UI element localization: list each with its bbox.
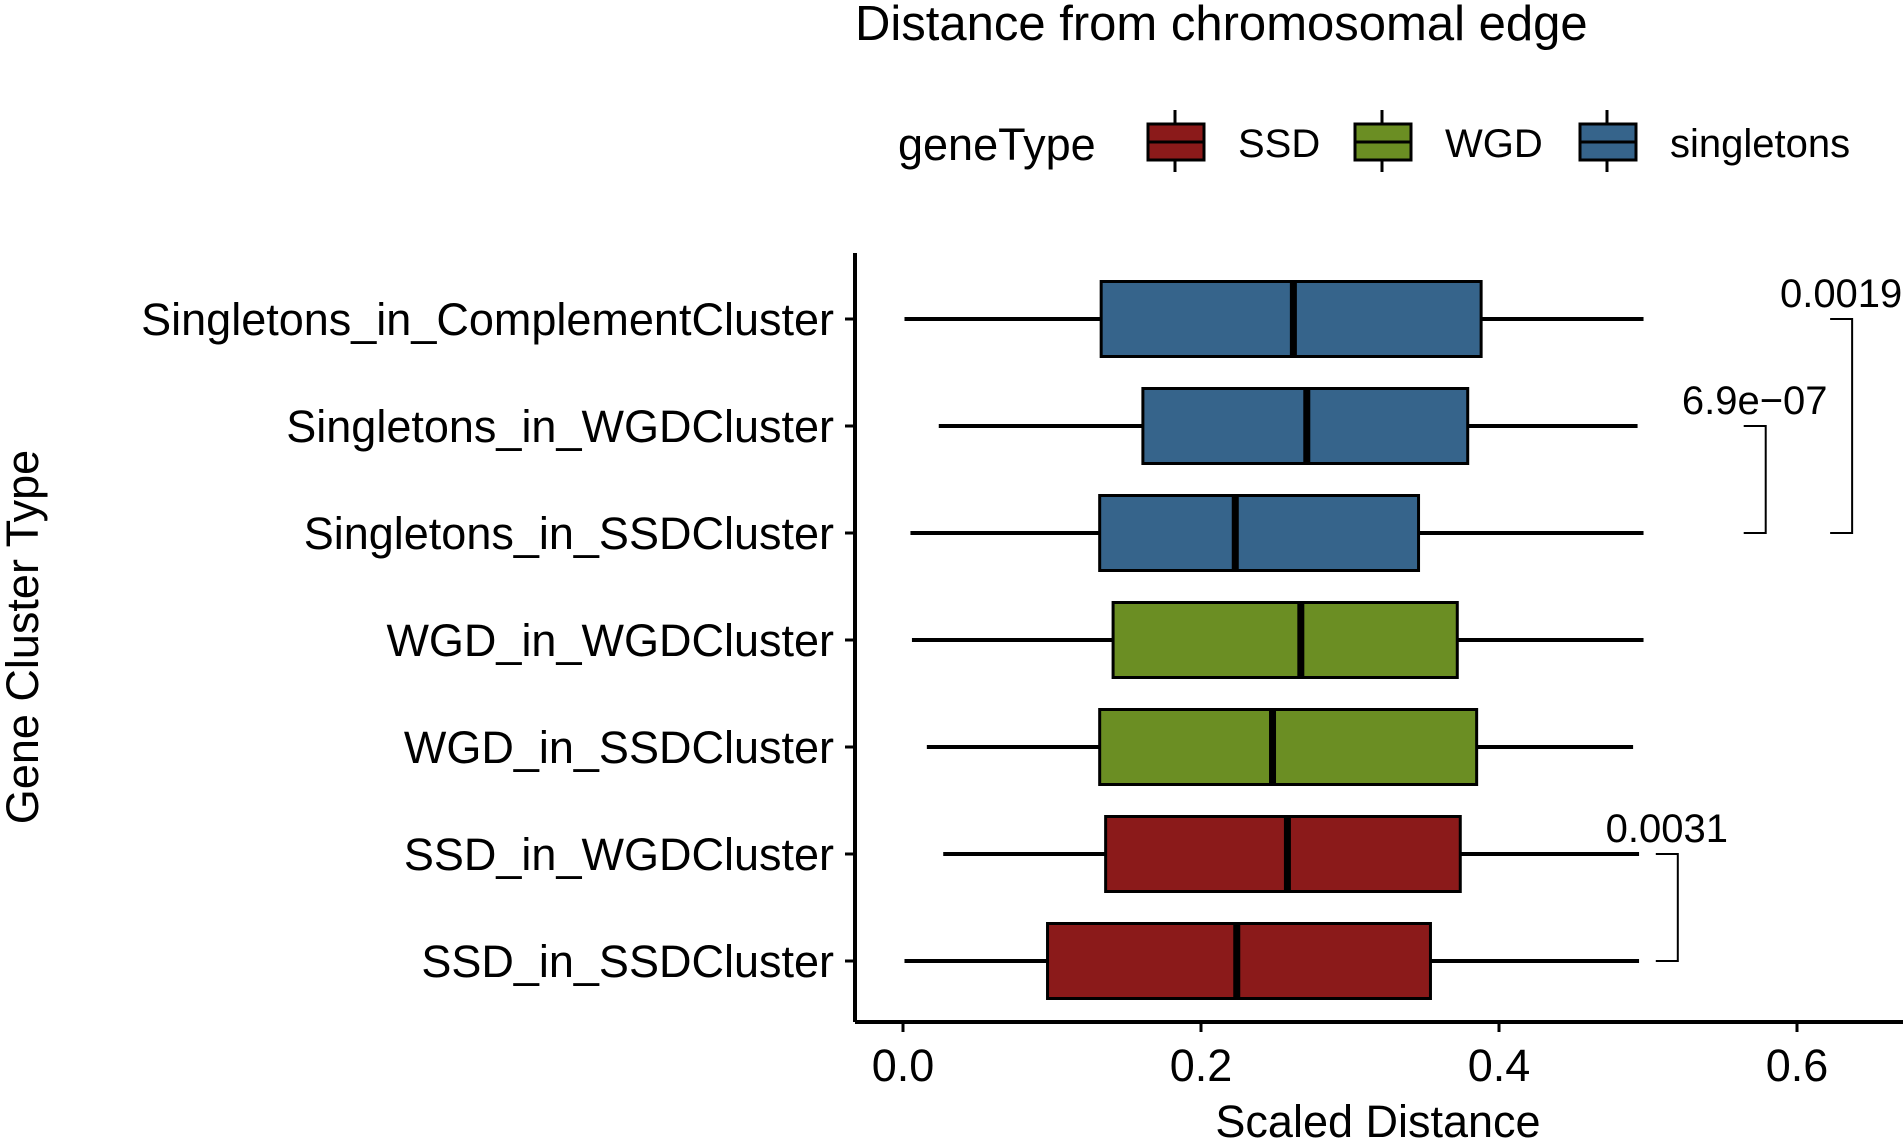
x-tick-label: 0.6: [1766, 1040, 1829, 1091]
x-tick-label: 0.4: [1468, 1040, 1531, 1091]
legend-label: WGD: [1445, 122, 1543, 166]
p-value-bracket: 0.0019: [1780, 272, 1902, 534]
legend-item-ssd: SSD: [1146, 110, 1320, 172]
y-tick-label: WGD_in_SSDCluster: [404, 722, 834, 773]
p-value-label: 6.9e−07: [1682, 379, 1828, 423]
legend: SSD WGD singletons: [1146, 110, 1850, 172]
y-tick-label: WGD_in_WGDCluster: [386, 615, 834, 666]
x-tick-label: 0.2: [1170, 1040, 1233, 1091]
bracket-line: [1743, 425, 1767, 534]
p-value-label: 0.0031: [1606, 807, 1728, 851]
box-iqr: [1098, 494, 1421, 572]
box-iqr: [1098, 708, 1479, 786]
p-value-bracket: 0.0031: [1606, 807, 1728, 962]
box-SSD_in_WGDCluster: [943, 815, 1640, 893]
box-Singletons_in_WGDCluster: [938, 387, 1638, 465]
y-tick-label: Singletons_in_SSDCluster: [304, 508, 834, 559]
y-tick-label: Singletons_in_ComplementCluster: [141, 294, 834, 345]
box-iqr: [1111, 601, 1459, 679]
chart-title: Distance from chromosomal edge: [855, 0, 1588, 51]
y-axis: Singletons_in_ComplementCluster Singleton…: [141, 253, 857, 1022]
box-SSD_in_SSDCluster: [904, 922, 1640, 1000]
box-Singletons_in_ComplementCluster: [904, 280, 1644, 358]
legend-label: singletons: [1670, 122, 1850, 166]
bracket-line: [1830, 318, 1854, 534]
box-Singletons_in_SSDCluster: [910, 494, 1644, 572]
legend-label: SSD: [1238, 122, 1320, 166]
x-axis-label: Scaled Distance: [1215, 1096, 1540, 1143]
p-value-label: 0.0019: [1780, 272, 1902, 316]
y-tick-label: Singletons_in_WGDCluster: [286, 401, 834, 452]
y-tick-label: SSD_in_SSDCluster: [421, 936, 834, 987]
y-axis-label: Gene Cluster Type: [0, 450, 48, 824]
x-axis: 0.0 0.2 0.4 0.6: [855, 1020, 1903, 1091]
box-WGD_in_WGDCluster: [911, 601, 1644, 679]
legend-item-wgd: WGD: [1353, 110, 1543, 172]
y-tick-label: SSD_in_WGDCluster: [404, 829, 834, 880]
legend-item-singletons: singletons: [1578, 110, 1850, 172]
bracket-line: [1655, 853, 1679, 962]
p-value-bracket: 6.9e−07: [1682, 379, 1828, 534]
box-iqr: [1104, 815, 1462, 893]
significance-annotations: 0.0019 6.9e−07 0.0031: [1606, 272, 1902, 962]
legend-title: geneType: [898, 119, 1096, 170]
x-tick-label: 0.0: [872, 1040, 935, 1091]
box-WGD_in_SSDCluster: [926, 708, 1634, 786]
plot-area: [904, 280, 1644, 1000]
